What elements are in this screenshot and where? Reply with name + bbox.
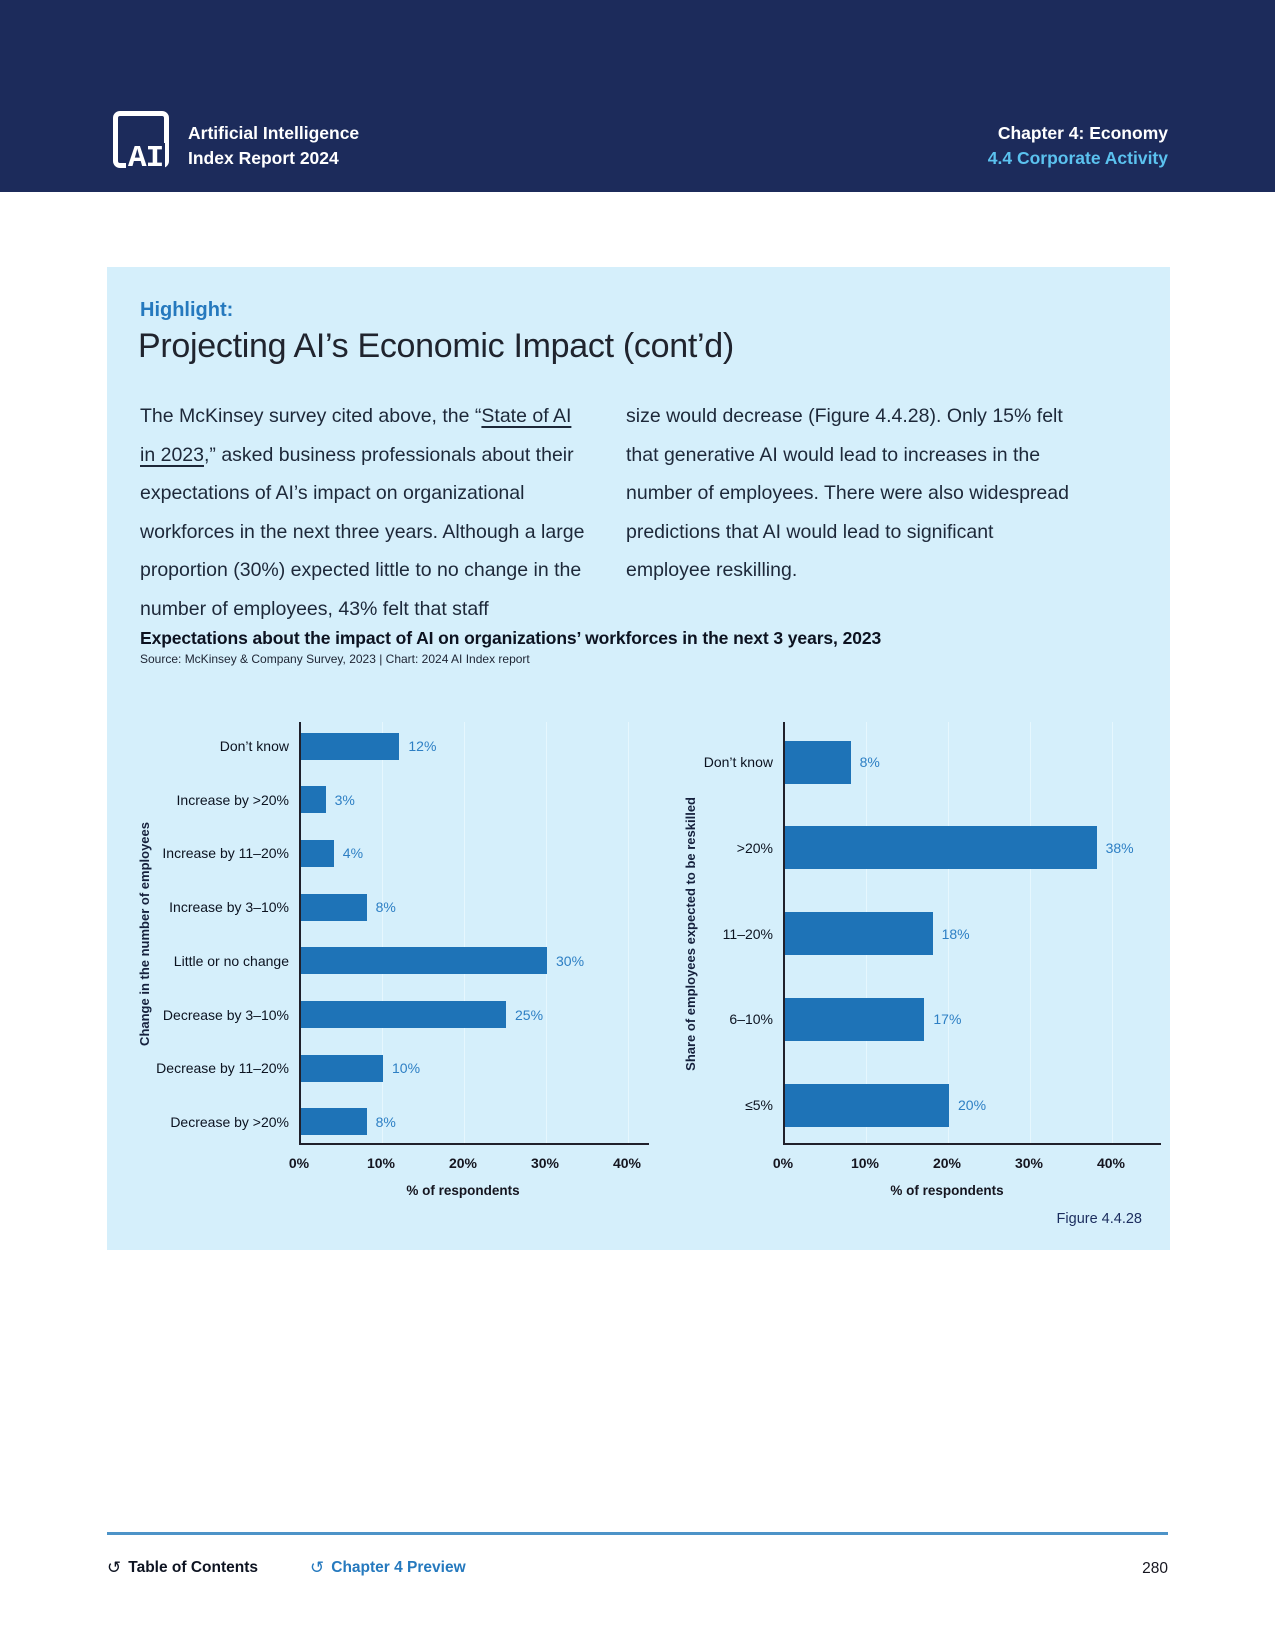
undo-arrow-icon: ↺ bbox=[310, 1558, 325, 1578]
x-axis-tick: 30% bbox=[1014, 1155, 1044, 1171]
bar-chart-plot-right bbox=[783, 722, 1161, 1145]
bar bbox=[785, 1083, 949, 1127]
brand-line-2: Index Report 2024 bbox=[188, 148, 339, 168]
body-left-pre: The McKinsey survey cited above, the “ bbox=[140, 405, 482, 427]
bar bbox=[301, 1001, 506, 1028]
gridline bbox=[628, 722, 629, 1143]
category-label: Decrease by 11–20% bbox=[156, 1060, 289, 1077]
bar-chart-plot-left bbox=[299, 722, 649, 1145]
bar bbox=[301, 1108, 367, 1136]
category-label: Increase by 11–20% bbox=[162, 845, 289, 862]
bar bbox=[301, 893, 367, 921]
y-axis-label: Change in the number of employees bbox=[133, 722, 155, 1145]
undo-arrow-icon: ↺ bbox=[107, 1558, 122, 1578]
bar bbox=[785, 826, 1097, 870]
chart-title: Expectations about the impact of AI on o… bbox=[140, 628, 882, 648]
highlight-label: Highlight: bbox=[140, 299, 234, 321]
header-breadcrumb: Chapter 4: Economy 4.4 Corporate Activit… bbox=[988, 121, 1168, 171]
gridline bbox=[382, 722, 383, 1143]
category-label: Don’t know bbox=[703, 754, 773, 770]
bar bbox=[301, 786, 326, 814]
bar-value-label: 8% bbox=[859, 754, 880, 770]
bar-value-label: 3% bbox=[334, 791, 355, 808]
table-of-contents-link[interactable]: ↺ Table of Contents bbox=[107, 1558, 258, 1578]
body-left-post: ,” asked business professionals about th… bbox=[140, 443, 585, 620]
bar bbox=[785, 740, 851, 784]
x-axis-tick: 0% bbox=[288, 1155, 310, 1171]
category-label: Increase by >20% bbox=[176, 791, 289, 808]
gridline bbox=[948, 722, 949, 1143]
ai-index-logo: AI bbox=[113, 111, 169, 174]
chart-source: Source: McKinsey & Company Survey, 2023 … bbox=[140, 652, 530, 666]
bar-value-label: 4% bbox=[342, 845, 364, 862]
category-label: Decrease by 3–10% bbox=[162, 1006, 289, 1023]
bar-value-label: 20% bbox=[958, 1097, 987, 1114]
chapter-label: Chapter 4: Economy bbox=[997, 123, 1168, 143]
brand-line-1: Artificial Intelligence bbox=[188, 123, 360, 143]
x-axis-tick: 10% bbox=[850, 1155, 880, 1171]
gridline bbox=[1112, 722, 1113, 1143]
body-column-left: The McKinsey survey cited above, the “St… bbox=[140, 397, 586, 628]
x-axis-label: % of respondents bbox=[406, 1183, 520, 1198]
y-axis-label-text: Change in the number of employees bbox=[136, 821, 152, 1046]
page-footer: ↺ Table of Contents ↺ Chapter 4 Preview … bbox=[107, 1558, 1168, 1584]
bar bbox=[301, 839, 334, 867]
category-label: Don’t know bbox=[219, 738, 289, 754]
x-axis-tick: 30% bbox=[530, 1155, 560, 1171]
category-label: ≤5% bbox=[745, 1097, 773, 1114]
footer-divider bbox=[107, 1532, 1168, 1535]
page-header: AI Artificial Intelligence Index Report … bbox=[0, 0, 1275, 192]
highlight-panel: Highlight: Projecting AI’s Economic Impa… bbox=[107, 267, 1170, 1250]
table-of-contents-label: Table of Contents bbox=[128, 1559, 258, 1576]
body-text-columns: The McKinsey survey cited above, the “St… bbox=[140, 397, 1072, 628]
bar-value-label: 8% bbox=[375, 1113, 396, 1130]
chapter-preview-link[interactable]: ↺ Chapter 4 Preview bbox=[310, 1558, 466, 1578]
x-axis-tick: 40% bbox=[612, 1155, 642, 1171]
x-axis-tick: 20% bbox=[932, 1155, 962, 1171]
category-label: Decrease by >20% bbox=[170, 1113, 289, 1130]
state-of-ai-link[interactable]: State of AI in 2023 bbox=[140, 405, 572, 466]
bar-value-label: 8% bbox=[375, 899, 396, 916]
bar bbox=[301, 732, 400, 760]
figure-caption: Figure 4.4.28 bbox=[1056, 1211, 1142, 1227]
bar bbox=[301, 947, 547, 975]
x-axis-tick: 10% bbox=[366, 1155, 396, 1171]
bar bbox=[785, 997, 925, 1041]
x-axis-label: % of respondents bbox=[890, 1183, 1004, 1198]
y-axis-label-text: Share of employees expected to be reskil… bbox=[682, 796, 698, 1071]
chapter-preview-label: Chapter 4 Preview bbox=[331, 1559, 466, 1576]
bar-value-label: 18% bbox=[941, 925, 970, 942]
category-label: 11–20% bbox=[722, 925, 773, 942]
y-axis-label: Share of employees expected to be reskil… bbox=[679, 722, 701, 1145]
x-axis-tick: 40% bbox=[1096, 1155, 1126, 1171]
gridline bbox=[546, 722, 547, 1143]
report-brand: Artificial Intelligence Index Report 202… bbox=[188, 121, 359, 171]
category-label: Increase by 3–10% bbox=[169, 899, 289, 916]
page-number: 280 bbox=[1142, 1560, 1168, 1577]
gridline bbox=[464, 722, 465, 1143]
body-column-right: size would decrease (Figure 4.4.28). Onl… bbox=[626, 405, 1069, 581]
x-axis-tick: 0% bbox=[772, 1155, 794, 1171]
x-axis-tick: 20% bbox=[448, 1155, 478, 1171]
page-title: Projecting AI’s Economic Impact (cont’d) bbox=[138, 327, 734, 365]
category-label: >20% bbox=[736, 839, 773, 856]
bar-value-label: 38% bbox=[1105, 839, 1134, 856]
bar-value-label: 10% bbox=[392, 1060, 421, 1077]
section-label: 4.4 Corporate Activity bbox=[987, 148, 1168, 168]
bar-value-label: 17% bbox=[933, 1011, 962, 1028]
bar-value-label: 25% bbox=[515, 1006, 544, 1023]
bar bbox=[785, 912, 933, 956]
bar-value-label: 30% bbox=[556, 952, 585, 969]
category-label: Little or no change bbox=[173, 952, 289, 969]
bar-value-label: 12% bbox=[408, 738, 437, 754]
ai-logo-text: AI bbox=[126, 141, 166, 176]
category-label: 6–10% bbox=[729, 1011, 773, 1028]
bar bbox=[301, 1054, 383, 1082]
gridline bbox=[1030, 722, 1031, 1143]
